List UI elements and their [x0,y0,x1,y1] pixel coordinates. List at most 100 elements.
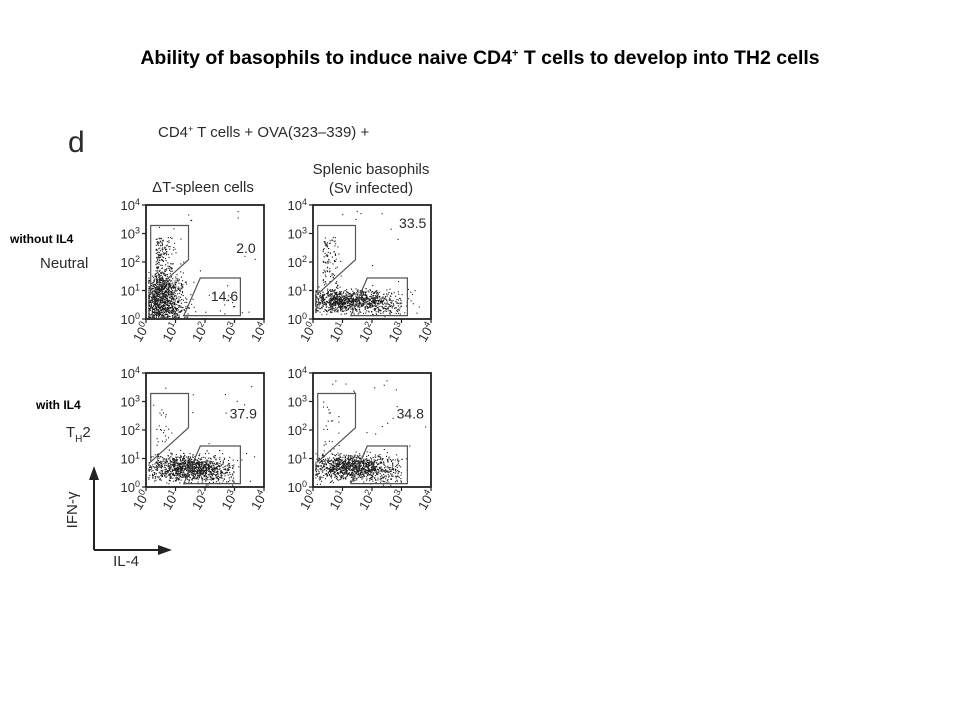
event-dot [174,460,176,462]
event-dot [187,313,189,315]
event-dot [359,466,361,468]
event-dot [383,307,385,309]
event-dot [338,467,340,469]
event-dot [154,467,156,469]
event-dot [364,466,366,468]
event-dot [362,304,364,306]
event-dot [166,275,168,277]
event-dot [378,303,380,305]
event-dot [400,474,402,476]
event-dot [179,311,181,313]
event-dot [391,475,393,477]
event-dot [335,254,337,256]
event-dot [338,292,340,294]
event-dot [341,294,343,296]
event-dot [175,468,177,470]
event-dot [172,473,174,475]
event-dot [373,469,375,471]
event-dot [317,303,319,305]
event-dot [187,465,189,467]
event-dot [368,307,370,309]
event-dot [183,472,185,474]
event-dot [184,281,186,283]
event-dot [341,461,343,463]
event-dot [182,466,184,468]
event-dot [175,472,177,474]
event-dot [179,459,181,461]
event-dot [344,302,346,304]
event-dot [330,290,332,292]
event-dot [228,468,230,470]
event-dot [326,311,328,313]
event-dot [189,477,191,479]
event-dot [165,310,167,312]
event-dot [364,460,366,462]
event-dot [196,463,198,465]
event-dot [204,472,206,474]
event-dot [374,304,376,306]
event-dot [189,461,191,463]
event-dot [358,302,360,304]
event-dot [346,458,348,460]
event-dot [315,301,317,303]
event-dot [397,461,399,463]
event-dot [377,302,379,304]
event-dot [209,466,211,468]
event-dot [337,462,339,464]
event-dot [168,428,170,430]
event-dot [331,480,333,482]
event-dot [174,290,176,292]
event-dot [173,468,175,470]
event-dot [149,296,151,298]
event-dot [336,301,338,303]
event-dot [216,462,218,464]
event-dot [167,281,169,283]
event-dot [170,461,172,463]
il4-gate [182,277,241,317]
event-dot [375,313,377,315]
event-dot [172,292,174,294]
event-dot [182,284,184,286]
event-dot [192,476,194,478]
event-dot [326,254,328,256]
event-dot [161,461,163,463]
event-dot [148,289,150,291]
event-dot [345,296,347,298]
event-dot [229,479,231,481]
event-dot [389,313,391,315]
event-dot [322,454,324,456]
event-dot [154,472,156,474]
event-dot [340,298,342,300]
event-dot [347,308,349,310]
event-dot [158,300,160,302]
event-dot [355,299,357,301]
event-dot [334,296,336,298]
event-dot [159,464,161,466]
event-dot [154,307,156,309]
event-dot [171,303,173,305]
event-dot [374,309,376,311]
event-dot [194,459,196,461]
event-dot [161,243,163,245]
event-dot [345,470,347,472]
event-dot [177,467,179,469]
event-dot [360,213,362,215]
event-dot [173,461,175,463]
event-dot [330,466,332,468]
event-dot [342,296,344,298]
event-dot [219,465,221,467]
event-dot [162,279,164,281]
event-dot [329,467,331,469]
event-dot [335,309,337,311]
event-dot [345,454,347,456]
event-dot [159,302,161,304]
event-dot [326,243,328,245]
event-dot [179,474,181,476]
event-dot [166,313,168,315]
event-dot [156,308,158,310]
event-dot [183,456,185,458]
event-dot [206,471,208,473]
event-dot [225,481,227,483]
event-dot [331,293,333,295]
event-dot [391,293,393,295]
